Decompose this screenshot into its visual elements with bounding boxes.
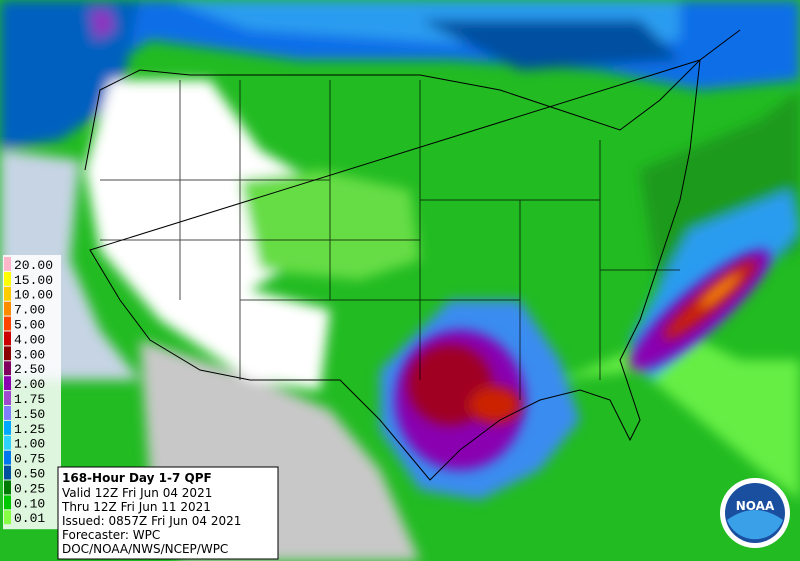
us-border [84,29,741,481]
legend-label: 5.00 [14,317,45,332]
legend-label: 15.00 [14,273,53,288]
legend-swatch [4,346,11,361]
legend-label: 0.25 [14,481,45,496]
legend-label: 7.00 [14,303,45,318]
legend: 20.0015.0010.007.005.004.003.002.502.001… [3,255,61,530]
legend-label: 0.75 [14,452,45,467]
legend-swatch [4,376,11,391]
legend-swatch [4,435,11,450]
legend-panel [3,255,61,530]
info-line: Thru 12Z Fri Jun 11 2021 [61,500,211,514]
info-title: 168-Hour Day 1-7 QPF [62,471,212,485]
legend-label: 4.00 [14,332,45,347]
legend-label: 20.00 [14,258,53,273]
legend-label: 2.00 [14,377,45,392]
logo-wave [727,510,783,540]
legend-swatch [4,301,11,316]
legend-label: 0.10 [14,496,45,511]
legend-swatch [4,420,11,435]
legend-swatch [4,465,11,480]
legend-label: 2.50 [14,362,45,377]
legend-swatch [4,286,11,301]
legend-swatch [4,510,11,525]
info-line: DOC/NOAA/NWS/NCEP/WPC [62,542,228,556]
legend-swatch [4,495,11,510]
legend-swatch [4,361,11,376]
legend-swatch [4,257,11,271]
legend-label: 3.00 [14,347,45,362]
info-line: Valid 12Z Fri Jun 04 2021 [62,486,212,500]
info-line: Issued: 0857Z Fri Jun 04 2021 [62,514,241,528]
legend-label: 0.01 [14,511,45,526]
legend-label: 1.50 [14,407,45,422]
legend-label: 1.00 [14,437,45,452]
legend-label: 10.00 [14,288,53,303]
legend-swatch [4,406,11,420]
legend-swatch [4,391,11,405]
legend-label: 1.75 [14,392,45,407]
info-box-frame [57,466,279,560]
logo-text: NOAA [736,499,775,513]
noaa-logo: NOAA [720,478,790,548]
info-box: 168-Hour Day 1-7 QPF Valid 12Z Fri Jun 0… [57,466,279,560]
legend-swatch [4,271,11,286]
legend-swatch [4,480,11,495]
state-borders [100,80,680,400]
legend-label: 1.25 [14,422,45,437]
legend-swatch [4,331,11,346]
legend-label: 0.50 [14,466,45,481]
legend-swatch [4,450,11,465]
info-line: Forecaster: WPC [62,528,160,542]
legend-swatch [4,316,11,331]
